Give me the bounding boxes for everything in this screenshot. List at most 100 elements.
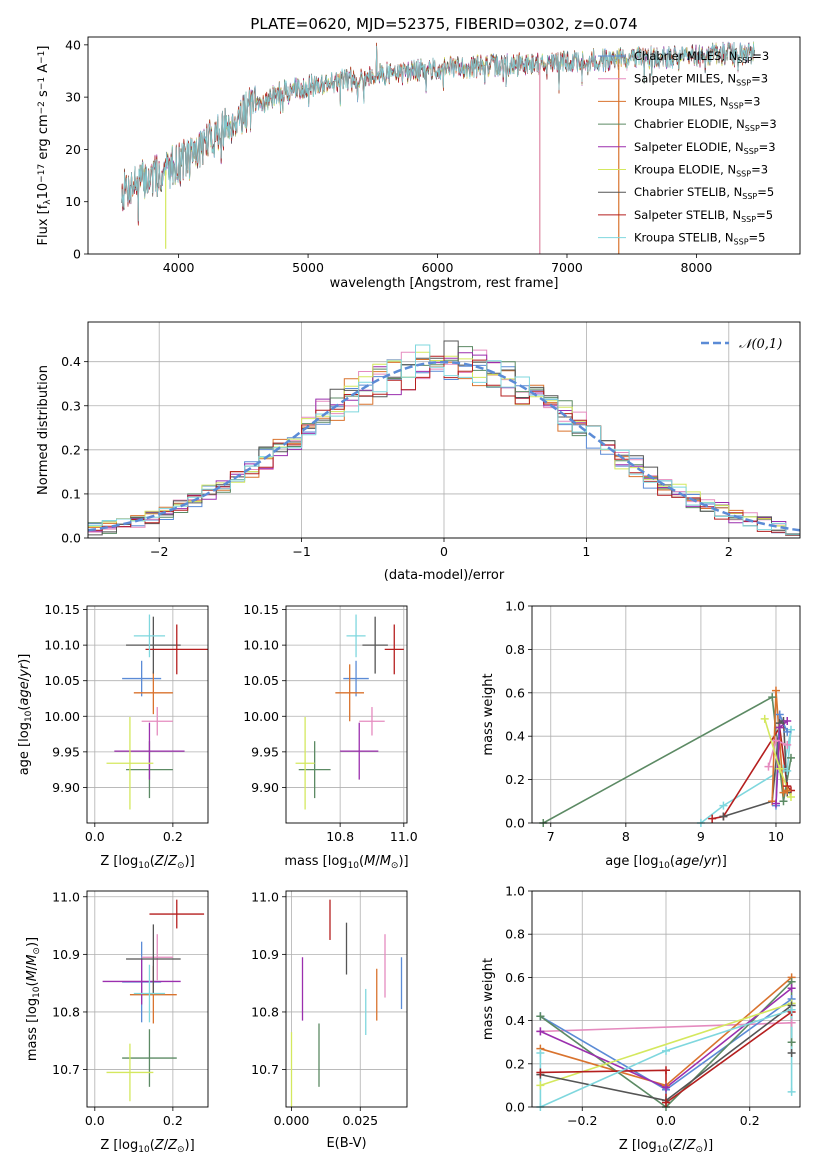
legend-entry: Chabrier ELODIE, NSSP=3	[634, 117, 777, 133]
legend-entry-sub: SSP	[736, 79, 751, 88]
weight-marker	[779, 797, 788, 806]
residuals-frame	[87, 321, 801, 539]
y-axis-label-part: mass weight	[481, 673, 496, 755]
age_vs_mass-frame	[285, 605, 408, 824]
weight-marker	[662, 1046, 670, 1055]
weight-marker	[662, 1098, 670, 1107]
legend-entry-name: 𝒩(0,1)	[739, 337, 782, 352]
x-axis-label-part: Z	[686, 1138, 697, 1153]
y-tick-label: 10.00	[44, 709, 80, 724]
weight-marker	[719, 812, 728, 821]
x-axis-label: mass [log10(M/M⊙)]	[284, 854, 408, 871]
legend-entry: Salpeter STELIB, NSSP=5	[634, 208, 773, 224]
y-tick-label: 0	[73, 247, 81, 262]
spectrum-line	[121, 42, 755, 226]
legend-entry: Salpeter ELODIE, NSSP=3	[634, 140, 776, 156]
y-tick-label: 9.90	[52, 780, 80, 795]
weight_vs_age-plot-area	[542, 690, 792, 823]
residuals-plot-area	[88, 340, 800, 536]
x-tick-label: 1	[582, 544, 590, 559]
mass_vs_Z-frame	[86, 890, 209, 1108]
weight-marker	[775, 723, 784, 732]
y-tick-label: 10.9	[52, 947, 80, 962]
x-axis-label-part: 10	[657, 1145, 669, 1155]
legend-entry-count: =3	[744, 94, 761, 108]
x-tick-label: 0.0	[656, 1113, 676, 1128]
age_vs_mass-panel: 10.8 11.0 9.90 9.95 10.00 10.05 10.10 10.15 mass…	[243, 602, 418, 871]
y-tick-label: 1.0	[505, 884, 525, 899]
legend-entry-count: =3	[759, 140, 776, 154]
weight-marker	[536, 1068, 545, 1077]
x-axis-label-part: yr	[703, 854, 719, 869]
x-axis-label-part: (	[668, 1138, 673, 1153]
age_vs_mass-plot-area	[295, 614, 404, 810]
x-axis-label: Z [log10(Z/Z⊙)]	[100, 854, 194, 871]
x-axis-label-part: )]	[703, 1138, 713, 1153]
weight-marker	[662, 1083, 670, 1092]
x-axis-label-part: Z [log	[619, 1138, 657, 1153]
legend-entry: Kroupa MILES, NSSP=3	[634, 94, 760, 110]
y-tick-label: 9.90	[251, 780, 279, 795]
y-tick-label: 20	[65, 142, 81, 157]
weight-marker	[662, 1066, 670, 1075]
weight-marker	[760, 714, 769, 723]
y-axis-label-part: −1	[37, 51, 47, 64]
y-axis-label-part: mass weight	[481, 958, 496, 1040]
y-axis-label-part: )]	[17, 654, 32, 664]
mass_vs_Z-plot-area	[102, 899, 205, 1102]
x-tick-label: 10.8	[326, 829, 354, 844]
x-axis-label-part: Z	[672, 1138, 683, 1153]
weight_vs_Z-panel: −0.2 0.0 0.20.00.20.40.60.81.0Z [log10(Z/Z…	[481, 884, 801, 1155]
weight-marker	[771, 736, 780, 745]
y-axis-label-part: mass [log	[25, 998, 40, 1061]
x-tick-label: 0.2	[163, 829, 183, 844]
weight-marker	[708, 814, 717, 823]
legend-entry-count: =3	[751, 72, 768, 86]
legend-entry-name: Salpeter ELODIE, N	[634, 140, 744, 154]
y-axis-label-part: 10	[36, 183, 51, 200]
x-tick-label: 10	[768, 829, 784, 844]
x-axis-label-part: Z	[154, 854, 165, 869]
y-tick-label: 10.15	[243, 602, 279, 617]
x-tick-label: 6000	[422, 260, 454, 275]
y-tick-label: 10.00	[243, 709, 279, 724]
x-tick-label: −2	[150, 544, 168, 559]
y-axis-label: mass weight	[481, 958, 496, 1040]
legend-entry-name: Kroupa ELODIE, N	[634, 163, 736, 177]
y-axis-label: mass weight	[481, 673, 496, 755]
legend-entry: Salpeter MILES, NSSP=3	[634, 72, 768, 88]
weight-marker	[787, 1087, 796, 1096]
legend-entry-name: Salpeter STELIB, N	[634, 208, 741, 222]
weight-marker	[771, 799, 780, 808]
x-axis-label-part: 10	[348, 861, 360, 871]
x-axis-label-part: /	[164, 854, 169, 869]
x-axis-label-part: Z	[167, 854, 178, 869]
x-axis-label-part: age [log	[605, 854, 658, 869]
weight-marker	[536, 1027, 545, 1036]
x-axis-label-part: )]	[185, 1138, 195, 1153]
x-axis-label-part: ⊙	[177, 861, 185, 871]
y-tick-label: 0.0	[505, 816, 525, 831]
weight-marker	[787, 1049, 796, 1057]
y-axis-label-part: (	[17, 706, 32, 711]
weight-marker	[787, 1018, 796, 1027]
y-tick-label: 9.95	[251, 744, 279, 759]
legend-entry-count: =5	[756, 208, 773, 222]
y-tick-label: 9.95	[52, 744, 80, 759]
weight-marker	[787, 1005, 796, 1014]
y-tick-label: 30	[65, 90, 81, 105]
weight_vs_Z-frame	[531, 890, 801, 1108]
y-tick-label: 10.05	[243, 673, 279, 688]
y-tick-label: 10.10	[44, 638, 80, 653]
y-tick-label: 0.8	[505, 642, 525, 657]
weight-marker	[787, 1038, 796, 1047]
x-axis-label-part: (	[150, 1138, 155, 1153]
legend-entry-sub: SSP	[737, 56, 752, 65]
y-axis-label-part: −1	[37, 77, 47, 90]
age_vs_Z-frame	[86, 605, 209, 824]
x-axis-label-part: M	[364, 854, 375, 869]
y-axis-label-part: age [log	[17, 722, 32, 775]
x-tick-label: 4000	[163, 260, 195, 275]
